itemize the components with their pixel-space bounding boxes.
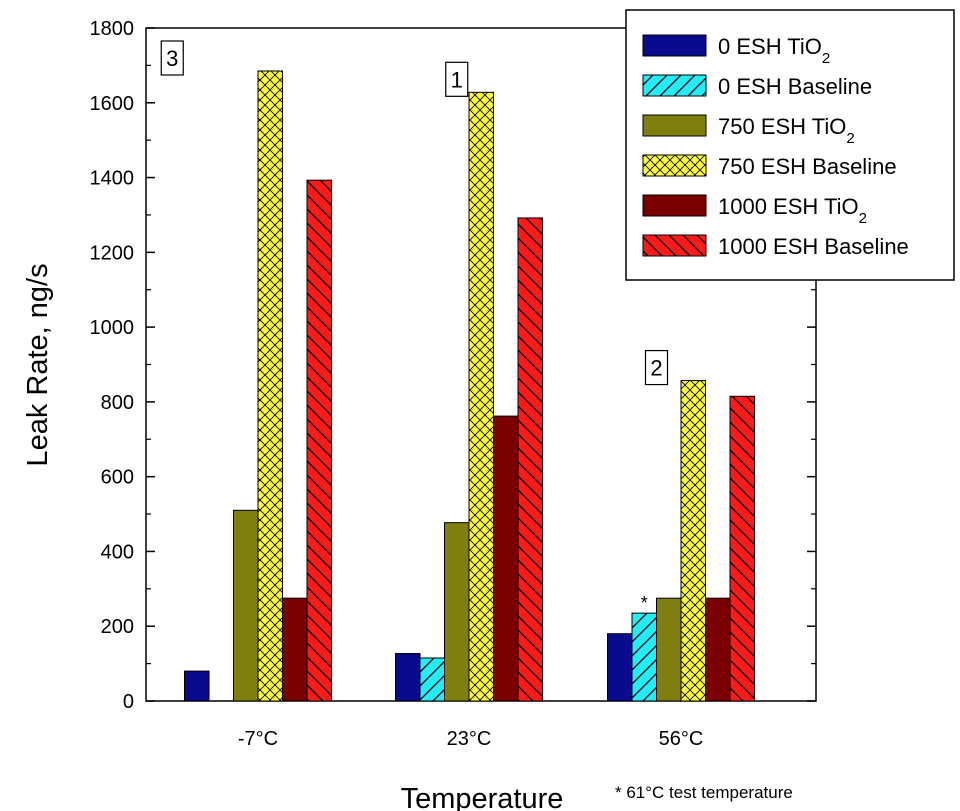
bar	[184, 670, 210, 702]
x-axis-title: Temperature	[401, 783, 564, 811]
y-tick-label: 1400	[90, 168, 135, 190]
annotation-box	[445, 61, 469, 97]
legend-swatch	[642, 154, 707, 177]
annotation-box-label: 3	[166, 46, 178, 71]
x-tick-label: 56°C	[659, 728, 704, 750]
legend-label: 1000 ESH Baseline	[718, 234, 909, 259]
annotations-layer: 3 1 2 *	[160, 40, 669, 613]
bar	[705, 597, 731, 702]
bar	[306, 179, 332, 702]
y-axis: 0 200 400 600 800 1000 1200 1400 1600 1800	[90, 18, 816, 713]
legend-swatch	[642, 74, 707, 97]
legend-swatch	[642, 34, 707, 57]
bar	[493, 415, 519, 702]
y-axis-title: Leak Rate, ng/s	[22, 263, 54, 466]
annotation-box-label: 1	[451, 67, 463, 92]
bar	[680, 380, 706, 702]
y-tick-label: 1200	[90, 242, 135, 264]
annotation-box-label: 2	[650, 356, 662, 381]
y-tick-label: 1600	[90, 93, 135, 115]
x-tick-label: 23°C	[447, 728, 492, 750]
y-tick-label: 400	[101, 541, 134, 563]
footnote: * 61°C test temperature	[615, 783, 793, 802]
annotation-box	[160, 40, 184, 76]
bar	[419, 657, 445, 702]
y-tick-label: 1000	[90, 317, 135, 339]
y-tick-label: 1800	[90, 18, 135, 40]
x-axis: -7°C 23°C 56°C	[238, 728, 703, 750]
bar	[257, 70, 283, 702]
bar	[607, 633, 633, 702]
bar	[517, 217, 543, 702]
legend-swatch	[642, 194, 707, 217]
bar	[631, 612, 657, 702]
y-tick-label: 600	[101, 467, 134, 489]
y-tick-label: 200	[101, 616, 134, 638]
annotation-box	[644, 349, 669, 386]
bar	[468, 91, 494, 702]
y-tick-label: 0	[123, 691, 134, 713]
legend-swatch	[642, 234, 707, 257]
bar	[656, 597, 682, 702]
bar	[233, 509, 259, 702]
bar	[395, 653, 421, 702]
bar	[444, 522, 470, 702]
legend-label: 0 ESH Baseline	[718, 74, 872, 99]
y-tick-label: 800	[101, 392, 134, 414]
legend-label: 750 ESH Baseline	[718, 154, 897, 179]
x-tick-label: -7°C	[238, 728, 278, 750]
bar	[282, 597, 308, 702]
legend-swatch	[642, 114, 707, 137]
bars-layer	[184, 70, 755, 702]
bar	[729, 395, 755, 702]
annotation-star: *	[641, 593, 648, 613]
